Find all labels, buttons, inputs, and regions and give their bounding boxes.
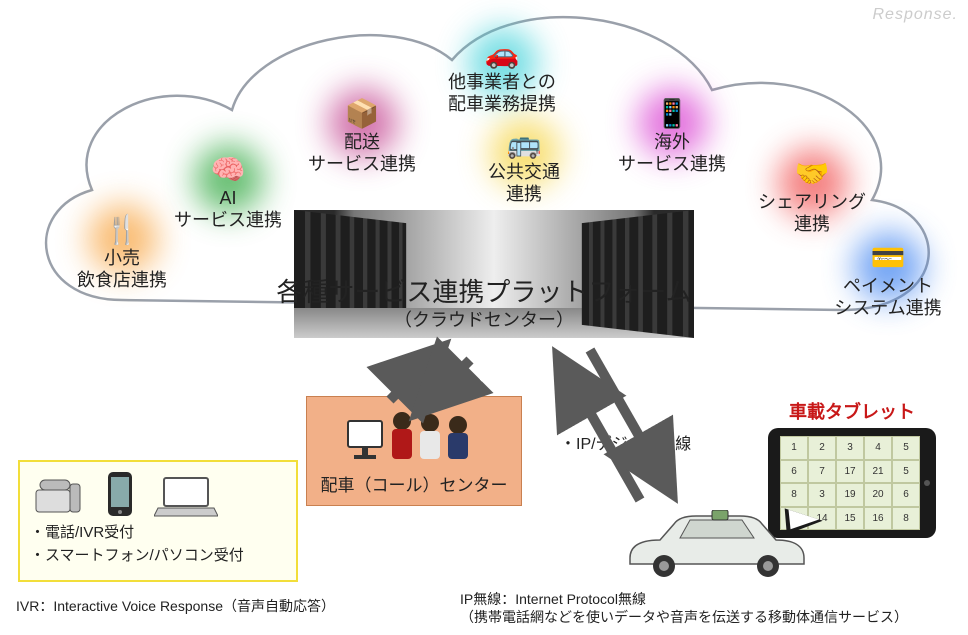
service-delivery: 📦 配送サービス連携 xyxy=(302,100,422,175)
partner-icon: 🚗 xyxy=(442,40,562,68)
service-label: シェアリング連携 xyxy=(752,192,872,235)
service-label: 公共交通連携 xyxy=(464,162,584,205)
service-label: 海外サービス連携 xyxy=(612,132,732,175)
overseas-icon: 📱 xyxy=(612,100,732,128)
service-payment: 💳 ペイメントシステム連携 xyxy=(828,244,948,319)
payment-icon: 💳 xyxy=(828,244,948,272)
footnote-ip: IP無線：Internet Protocol無線 （携帯電話網などを使いデータや… xyxy=(460,590,908,626)
service-ai: 🧠 AIサービス連携 xyxy=(168,156,288,231)
desk-phone-icon xyxy=(30,474,86,518)
callcenter-illustration xyxy=(344,403,484,469)
platform-title: 各種サービス連携プラットフォーム xyxy=(276,272,691,309)
intake-line-2: ・スマートフォン/パソコン受付 xyxy=(30,545,286,568)
service-label: ペイメントシステム連携 xyxy=(828,276,948,319)
service-sharing: 🤝 シェアリング連携 xyxy=(752,160,872,235)
transit-icon: 🚌 xyxy=(464,130,584,158)
service-label: 小売飲食店連携 xyxy=(62,248,182,291)
ip-wireless-label: ・IP/デジタル無線 xyxy=(560,430,691,454)
intake-icons xyxy=(30,470,286,518)
service-overseas: 📱 海外サービス連携 xyxy=(612,100,732,175)
callcenter-label: 配車（コール）センター xyxy=(307,471,521,496)
intake-box: ・電話/IVR受付 ・スマートフォン/パソコン受付 xyxy=(18,460,298,582)
footnote-ip-line2: （携帯電話網などを使いデータや音声を伝送する移動体通信サービス） xyxy=(460,608,908,626)
laptop-icon xyxy=(154,474,218,518)
intake-line-1: ・電話/IVR受付 xyxy=(30,522,286,545)
service-retail: 🍴 小売飲食店連携 xyxy=(62,216,182,291)
service-label: 他事業者との配車業務提携 xyxy=(442,72,562,115)
sharing-icon: 🤝 xyxy=(752,160,872,188)
callcenter-box: 配車（コール）センター xyxy=(306,396,522,506)
service-transit: 🚌 公共交通連携 xyxy=(464,130,584,205)
service-partner: 🚗 他事業者との配車業務提携 xyxy=(442,40,562,115)
service-label: 配送サービス連携 xyxy=(302,132,422,175)
tablet-title: 車載タブレット xyxy=(762,398,942,424)
service-label: AIサービス連携 xyxy=(168,188,288,231)
cloud-region: 🍴 小売飲食店連携 🧠 AIサービス連携 📦 配送サービス連携 🚗 他事業者との配車業務提携 🚌… xyxy=(12,0,956,368)
delivery-icon: 📦 xyxy=(302,100,422,128)
footnote-ivr: IVR：Interactive Voice Response（音声自動応答） xyxy=(16,596,335,616)
retail-icon: 🍴 xyxy=(62,216,182,244)
ai-icon: 🧠 xyxy=(168,156,288,184)
platform-subtitle: （クラウドセンター） xyxy=(394,306,574,332)
smartphone-icon xyxy=(104,470,136,518)
footnote-ip-line1: IP無線：Internet Protocol無線 xyxy=(460,590,908,608)
